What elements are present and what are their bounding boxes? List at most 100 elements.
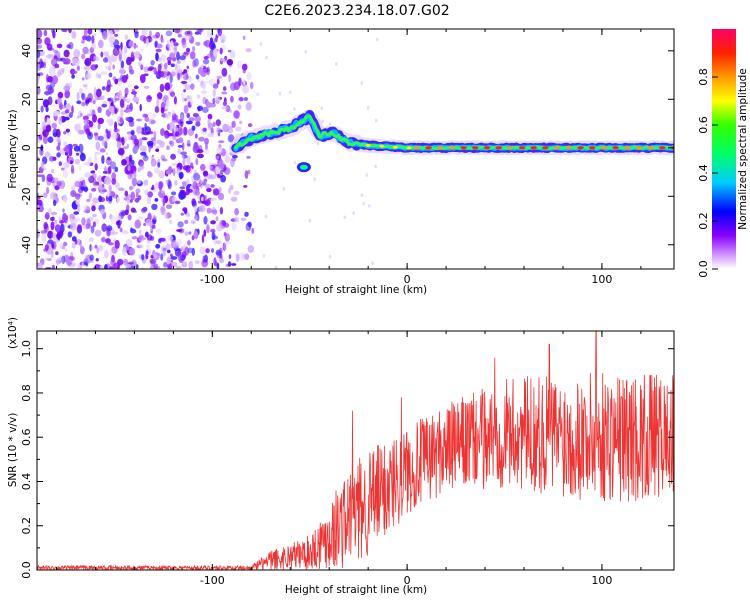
noise-point [138,235,144,239]
noise-point [206,29,211,38]
noise-point [83,65,91,71]
noise-point [156,139,162,145]
noise-point [190,83,195,90]
noise-point [50,221,55,231]
noise-point [222,123,230,133]
noise-point [155,253,161,256]
noise-point [240,217,247,221]
noise-point [293,161,297,165]
noise-point [70,185,76,192]
noise-point [166,170,169,175]
x-tick-label: -100 [200,574,225,587]
noise-point [124,136,128,143]
noise-point [61,67,65,72]
noise-point [89,109,92,115]
noise-point [141,207,147,213]
noise-point [177,145,183,148]
noise-point [37,229,40,239]
noise-point [86,198,91,202]
noise-point [115,182,120,190]
y-tick-label: 20 [20,92,33,106]
noise-point [109,249,113,257]
noise-point [69,82,72,89]
noise-point [116,215,122,222]
noise-point [126,197,131,204]
noise-point [197,67,203,75]
noise-point [43,29,48,37]
noise-point [146,244,151,248]
noise-point [180,80,188,84]
noise-point [130,51,134,59]
noise-point [186,143,191,147]
noise-point [71,31,77,39]
noise-point [244,211,249,217]
noise-point [94,151,101,155]
y-tick-label: 1.0 [20,340,33,358]
noise-point [216,35,219,39]
noise-point [65,258,73,266]
noise-point [79,87,84,95]
noise-point [37,76,40,85]
trace-core [472,146,479,150]
noise-point [172,241,180,248]
noise-point [228,74,231,83]
noise-point [174,63,178,71]
noise-point [146,196,151,205]
noise-point [124,34,129,41]
noise-point [222,57,228,63]
noise-point [122,146,128,150]
noise-point [186,112,190,119]
noise-point [320,106,324,111]
noise-point [153,67,157,75]
noise-point [170,259,174,263]
noise-point [352,211,356,215]
noise-point [60,167,65,171]
noise-point [144,189,149,196]
noise-point [155,243,161,249]
noise-point [81,262,85,268]
noise-point [77,129,85,135]
noise-point [42,135,48,145]
noise-point [193,206,198,213]
noise-point [88,121,94,128]
noise-point [150,38,153,42]
noise-point [131,236,138,240]
noise-point [192,59,197,68]
noise-point [167,60,172,66]
noise-point [187,240,191,246]
noise-point [231,263,237,266]
noise-point [61,29,68,33]
noise-point [203,170,209,177]
noise-point [129,199,133,203]
noise-point [233,110,240,119]
noise-point [199,246,206,255]
noise-point [101,223,107,232]
noise-point [158,170,165,179]
noise-point [100,29,104,33]
noise-point [71,57,79,67]
noise-point [188,260,193,269]
noise-point [208,78,215,86]
noise-point [63,131,67,135]
noise-point [282,187,286,191]
noise-point [217,29,221,34]
noise-point [57,91,64,99]
noise-point [129,186,133,191]
noise-point [152,249,156,257]
noise-point [186,155,191,165]
noise-point [212,83,219,89]
noise-point [235,253,240,262]
noise-point [88,237,94,242]
noise-point [128,40,134,47]
noise-point [106,190,111,198]
noise-point [186,65,189,70]
y-tick-label: -20 [20,187,33,205]
noise-point [78,143,84,153]
noise-point [186,212,190,217]
noise-point [76,224,83,234]
noise-point [139,162,144,171]
y-tick-label: 40 [20,44,33,58]
noise-point [165,30,173,37]
trace-core [406,146,412,150]
noise-point [237,104,242,110]
